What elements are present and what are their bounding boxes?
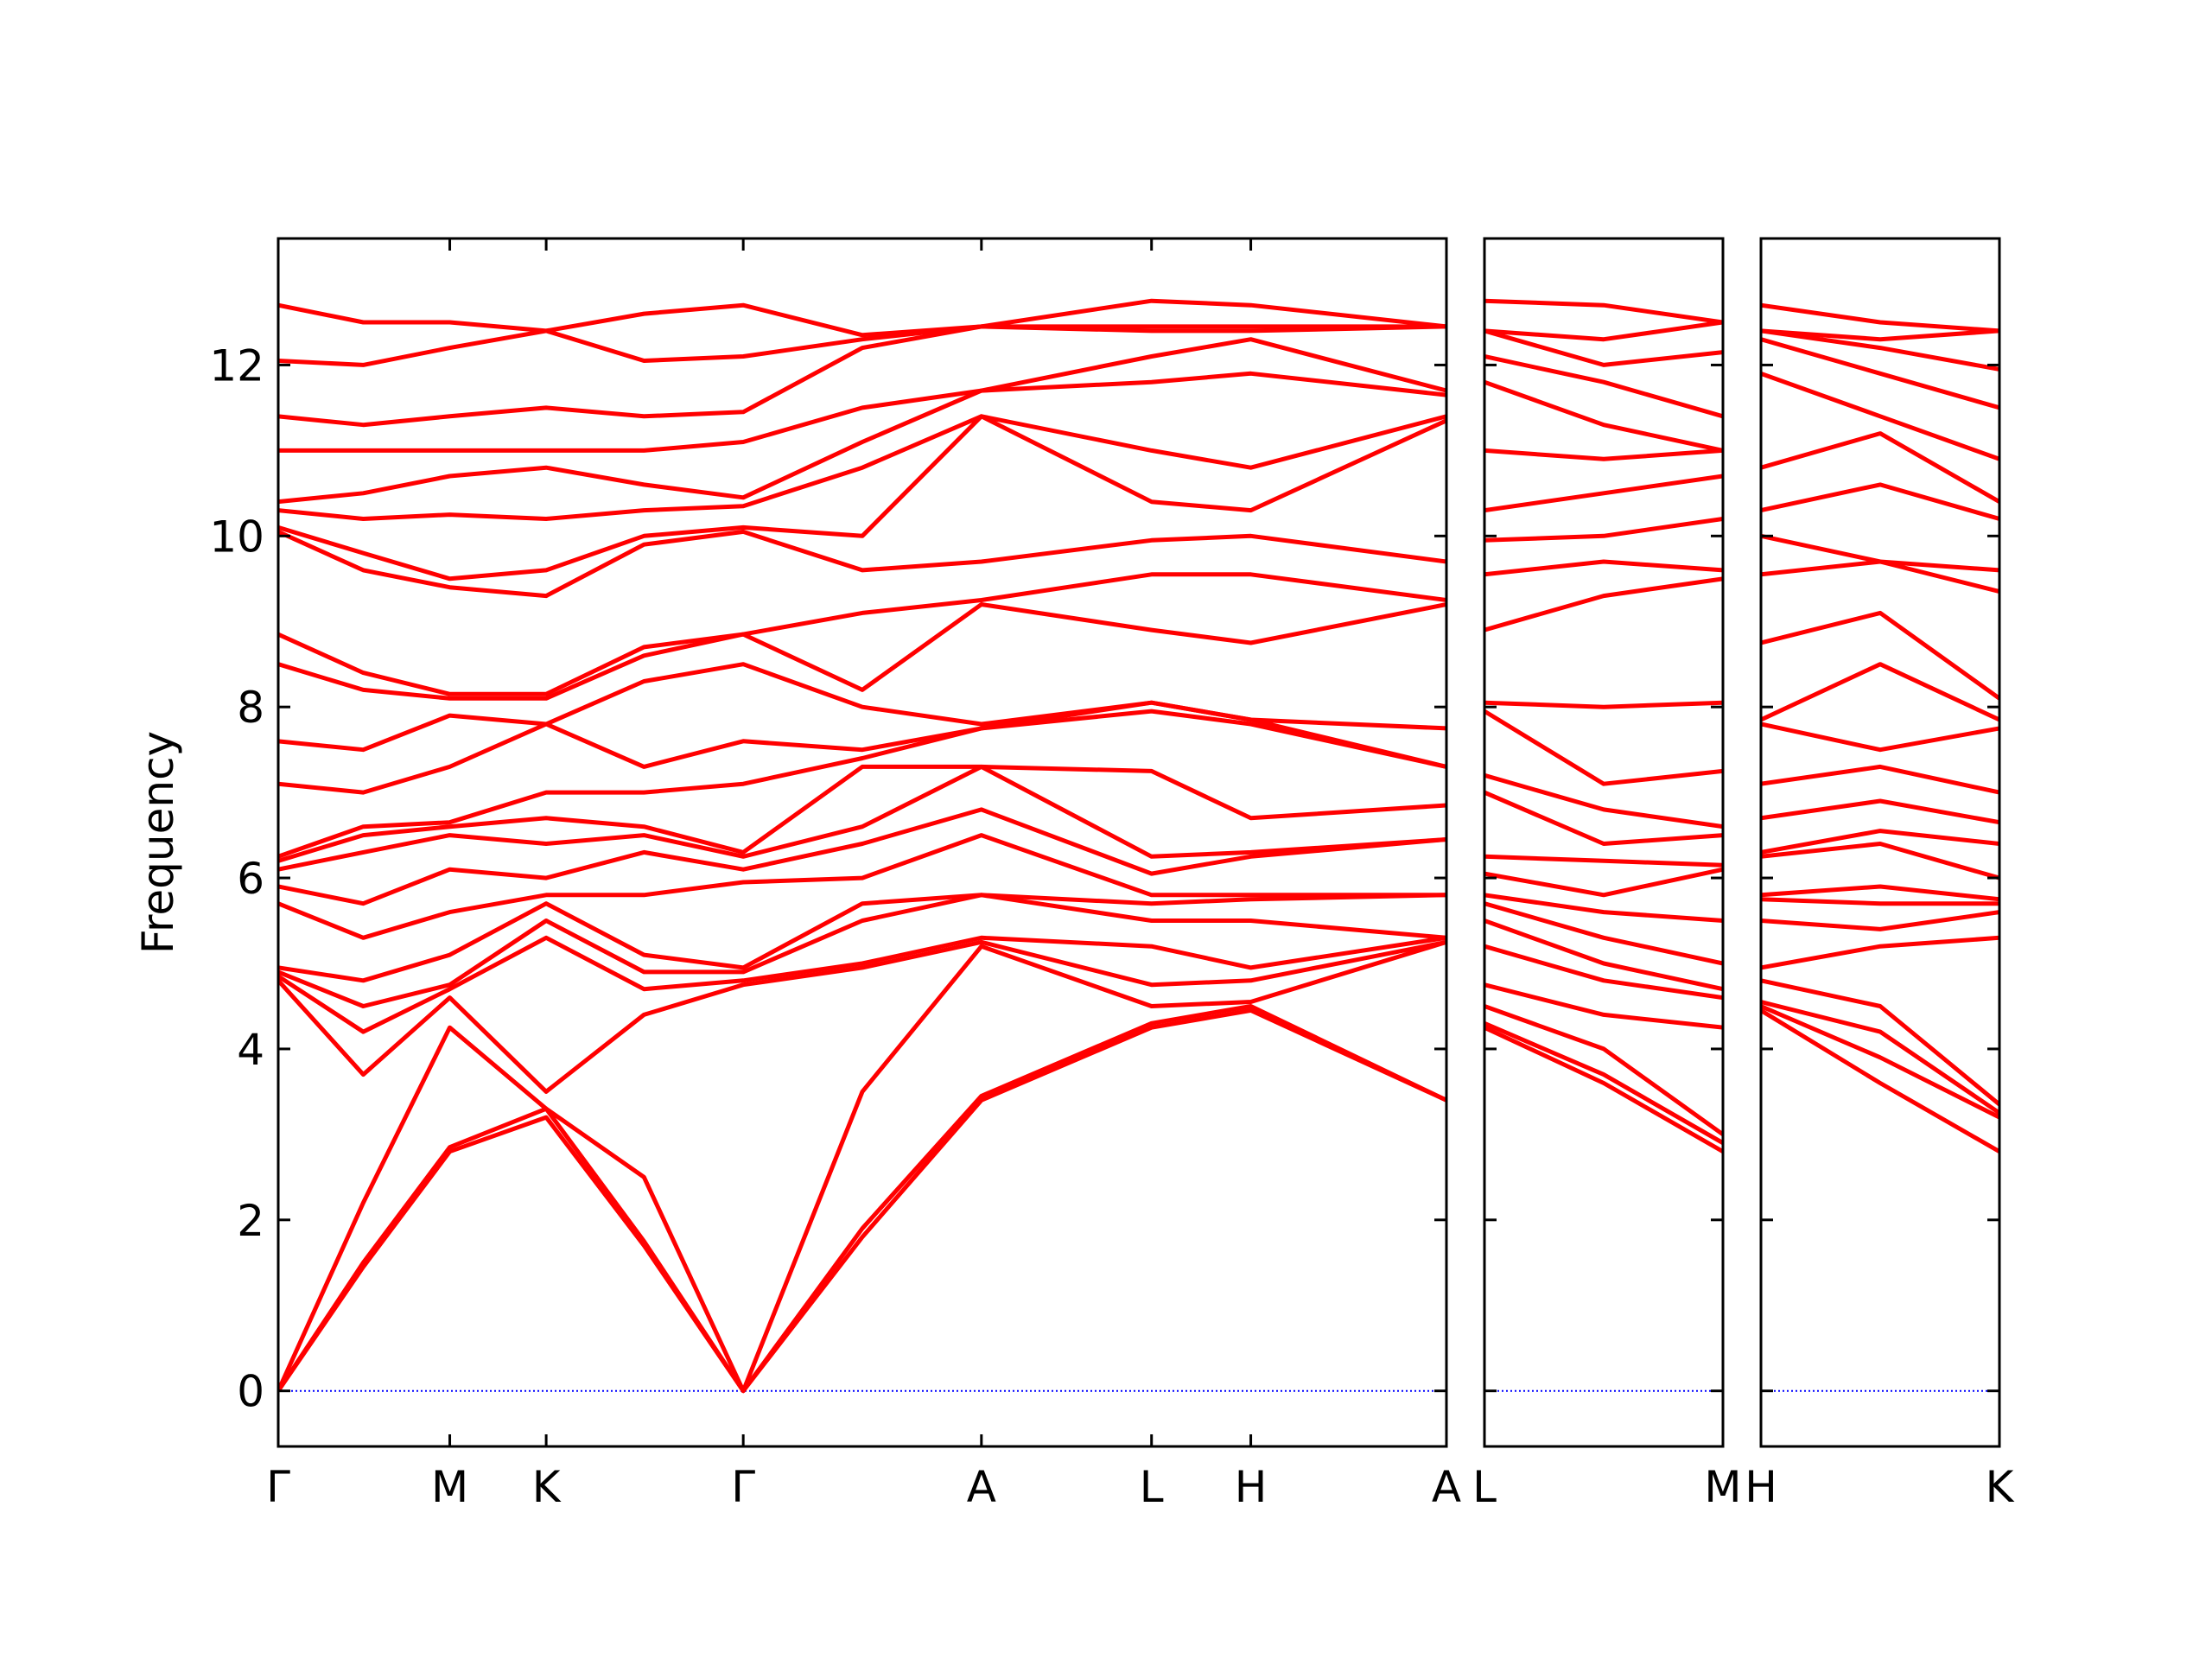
band-line bbox=[278, 371, 1446, 505]
band-line bbox=[278, 324, 1446, 367]
x-tick-label: A bbox=[1432, 1462, 1461, 1512]
band-line bbox=[1484, 298, 1723, 325]
band-line bbox=[1484, 790, 1723, 846]
band-line bbox=[1484, 700, 1723, 709]
x-tick-label: M bbox=[431, 1462, 468, 1512]
band-line bbox=[278, 764, 1446, 863]
band-line bbox=[278, 833, 1446, 940]
y-axis-label: Frequency bbox=[133, 731, 183, 954]
band-line bbox=[278, 662, 1446, 753]
band-line bbox=[1484, 1021, 1723, 1145]
band-line bbox=[278, 807, 1446, 906]
band-line bbox=[1761, 764, 1999, 795]
band-line bbox=[278, 764, 1446, 872]
y-tick-label: 2 bbox=[237, 1196, 264, 1246]
band-line bbox=[1761, 662, 1999, 722]
band-line bbox=[1484, 918, 1723, 992]
y-tick-label: 12 bbox=[209, 340, 264, 391]
band-line bbox=[278, 298, 1446, 338]
plot-area bbox=[1761, 302, 1999, 1392]
band-line bbox=[1761, 482, 1999, 521]
band-line bbox=[278, 414, 1446, 521]
band-line bbox=[1484, 709, 1723, 786]
band-line bbox=[278, 602, 1446, 701]
band-line bbox=[1484, 559, 1723, 577]
band-line bbox=[278, 1007, 1446, 1394]
band-line bbox=[1484, 448, 1723, 461]
band-line bbox=[1484, 867, 1723, 898]
band-line bbox=[1761, 302, 1999, 334]
y-tick-label: 0 bbox=[237, 1367, 264, 1417]
x-tick-label: L bbox=[1140, 1462, 1164, 1512]
band-line bbox=[1484, 517, 1723, 543]
band-line bbox=[1761, 371, 1999, 461]
band-line bbox=[1761, 910, 1999, 931]
band-line bbox=[278, 529, 1446, 599]
plot-frame bbox=[1759, 237, 2001, 1448]
band-line bbox=[1761, 829, 1999, 855]
band-line bbox=[1484, 576, 1723, 632]
band-line bbox=[1761, 1004, 1999, 1120]
band-line bbox=[1761, 328, 1999, 342]
plot-frame bbox=[1483, 237, 1725, 1448]
x-tick-label: H bbox=[1235, 1462, 1268, 1512]
band-line bbox=[1484, 328, 1723, 367]
band-line bbox=[1761, 721, 1999, 753]
band-line bbox=[278, 893, 1446, 1008]
band-line bbox=[1484, 320, 1723, 342]
band-line bbox=[278, 709, 1446, 859]
band-line bbox=[1484, 854, 1723, 868]
plot-frame bbox=[276, 237, 1448, 1448]
plot-area bbox=[278, 298, 1446, 1394]
x-tick-label: Γ bbox=[266, 1462, 290, 1512]
band-line bbox=[1761, 1008, 1999, 1154]
x-tick-label: M bbox=[1704, 1462, 1741, 1512]
x-tick-label: K bbox=[532, 1462, 562, 1512]
band-line bbox=[1484, 982, 1723, 1030]
band-line bbox=[1761, 935, 1999, 970]
plot-area bbox=[1484, 298, 1723, 1392]
band-line bbox=[1484, 1025, 1723, 1154]
band-line bbox=[1484, 893, 1723, 923]
band-line bbox=[278, 1004, 1446, 1394]
band-line bbox=[1484, 1004, 1723, 1136]
band-line bbox=[1484, 772, 1723, 830]
band-line bbox=[1761, 337, 1999, 410]
band-line bbox=[1484, 944, 1723, 1001]
x-tick-label: H bbox=[1745, 1462, 1777, 1512]
y-tick-label: 4 bbox=[237, 1025, 264, 1075]
band-line bbox=[1761, 328, 1999, 372]
band-line bbox=[1484, 379, 1723, 453]
band-line bbox=[1484, 474, 1723, 513]
band-line bbox=[1761, 798, 1999, 825]
band-line bbox=[278, 939, 1446, 1094]
band-line bbox=[278, 893, 1446, 983]
band-line bbox=[1484, 354, 1723, 419]
band-line bbox=[278, 324, 1446, 428]
y-tick-label: 8 bbox=[237, 683, 264, 733]
band-line bbox=[1761, 842, 1999, 880]
band-line bbox=[278, 572, 1446, 696]
band-line bbox=[1761, 610, 1999, 701]
y-tick-label: 6 bbox=[237, 854, 264, 904]
band-line bbox=[278, 939, 1446, 1394]
band-line bbox=[278, 935, 1446, 1034]
x-tick-label: A bbox=[967, 1462, 996, 1512]
band-line bbox=[1761, 533, 1999, 573]
band-line bbox=[1484, 901, 1723, 966]
band-line bbox=[1761, 897, 1999, 906]
band-line bbox=[1761, 431, 1999, 504]
band-line bbox=[278, 337, 1446, 453]
band-line bbox=[1761, 978, 1999, 1107]
band-line bbox=[1761, 884, 1999, 902]
x-tick-label: K bbox=[1986, 1462, 2015, 1512]
y-tick-label: 10 bbox=[209, 512, 264, 562]
band-line bbox=[278, 414, 1446, 582]
x-tick-label: L bbox=[1472, 1462, 1497, 1512]
band-line bbox=[1761, 1000, 1999, 1116]
x-tick-label: Γ bbox=[731, 1462, 755, 1512]
